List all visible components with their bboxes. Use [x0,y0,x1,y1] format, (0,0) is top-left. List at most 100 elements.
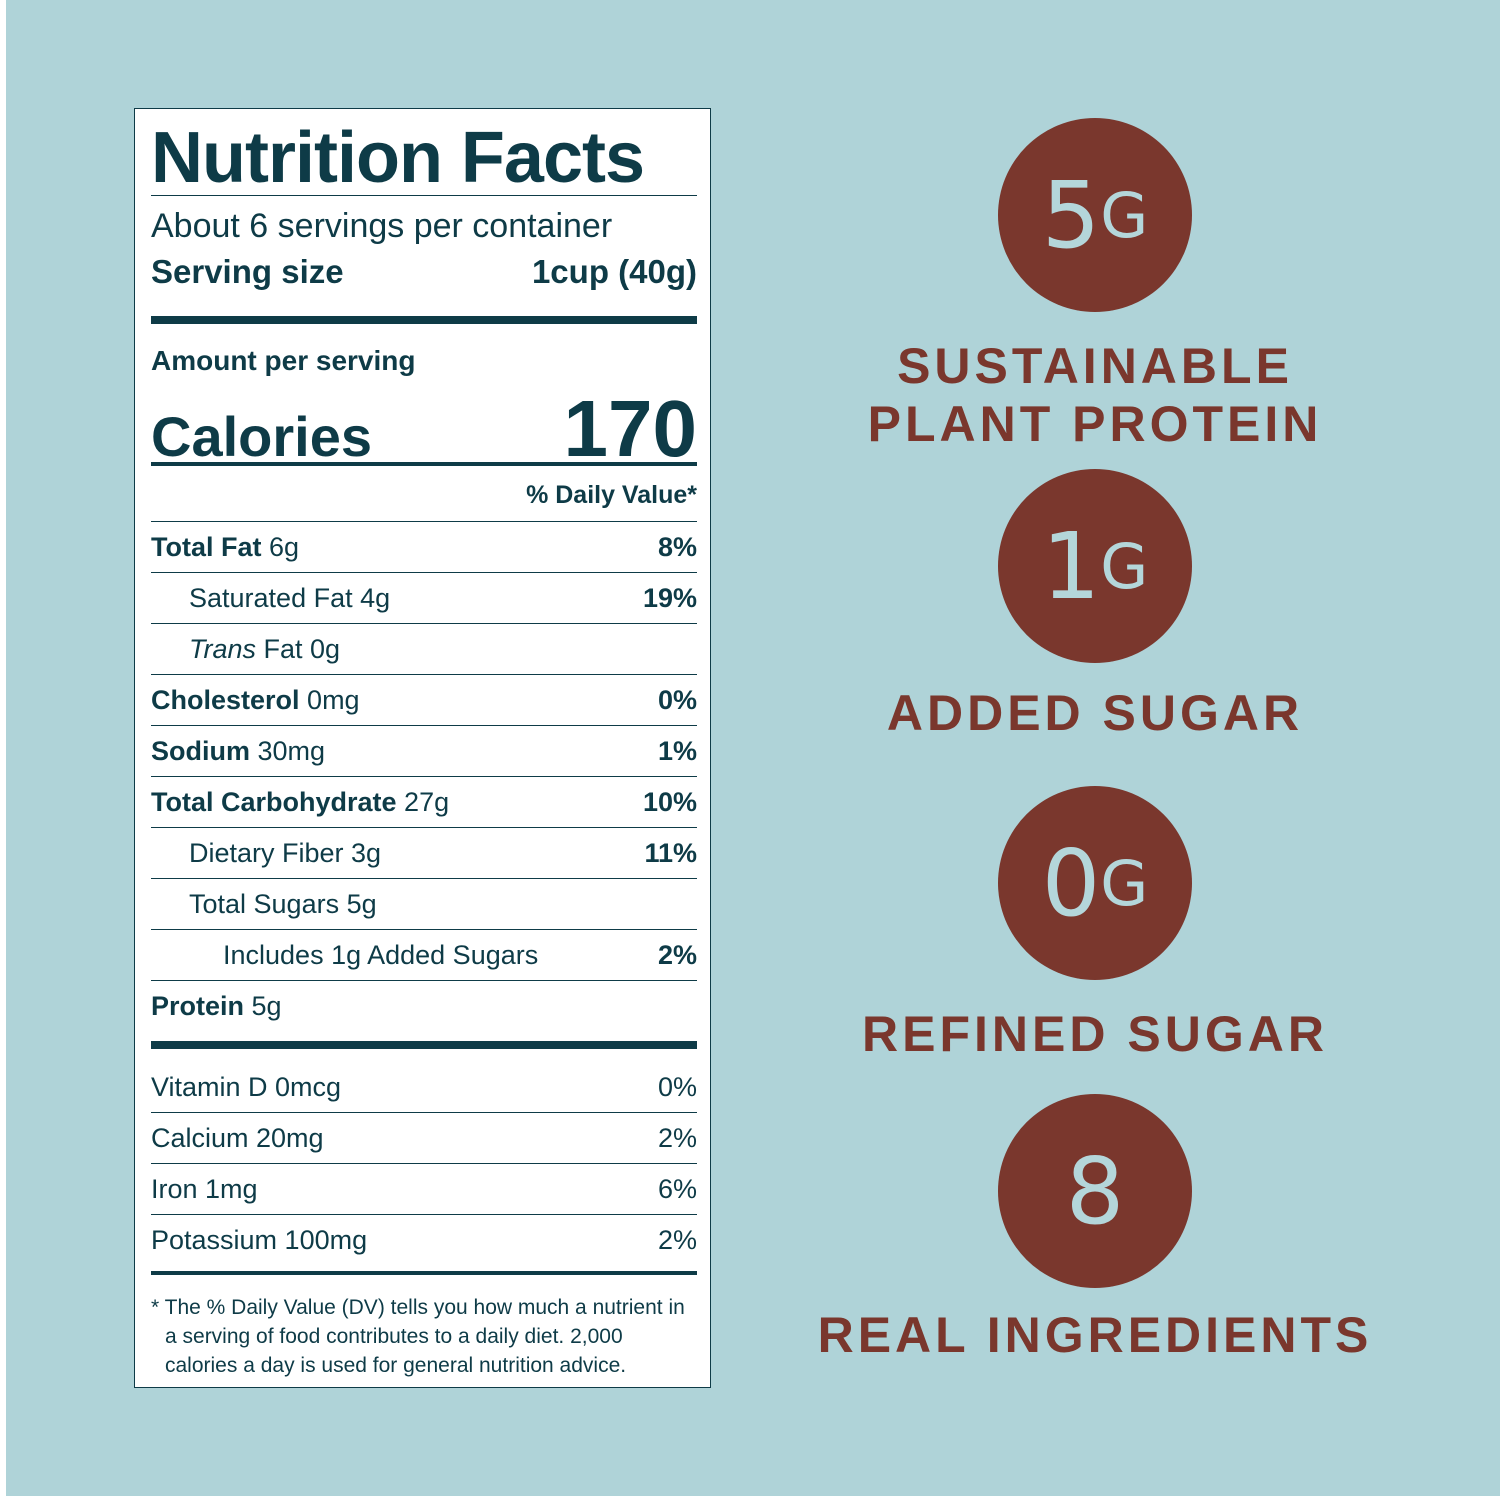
nutrient-name: Total Carbohydrate [151,786,397,817]
badge-number: 0 [1041,829,1101,937]
vitamin-row: Iron 1mg 6% [151,1164,697,1214]
nutrient-name: Cholesterol [151,684,300,715]
badges: 5 G SUSTAINABLE PLANT PROTEIN 1 G ADDED SUGAR 0… [800,0,1390,1500]
nutrient-name-group: Sodium 30mg [151,736,325,767]
row-divider [151,980,697,981]
calories: Calories 170 [151,383,697,475]
badge-unit: G [1100,178,1149,252]
nutrient-row: Includes 1g Added Sugars 2% [151,930,697,980]
badge-caption: REFINED SUGAR [800,1005,1390,1063]
badge-number: 1 [1041,512,1101,620]
nutrient-amount: 0mg [307,684,360,715]
badge-circle: 8 [998,1094,1192,1288]
row-divider [151,623,697,624]
nutrient-name: Total Fat [151,531,262,562]
caption-line: REAL INGREDIENTS [817,1307,1373,1363]
calories-value: 170 [563,384,697,473]
vitamin-dv: 6% [657,1173,697,1204]
nutrition-label: Nutrition Facts About 6 servings per con… [134,108,711,1388]
nutrient-name: Includes 1g Added Sugars [223,939,539,970]
row-divider [151,572,697,573]
caption-line: ADDED SUGAR [886,685,1304,741]
row-divider [151,776,697,777]
vitamin-row: Vitamin D 0mcg 0% [151,1062,697,1112]
amount-per-serving: Amount per serving [151,345,416,376]
caption-line: PLANT PROTEIN [867,396,1323,452]
nutrient-name-group: Dietary Fiber 3g [151,838,381,869]
nutrient-row: Protein 5g [151,981,697,1031]
nutrient-row: Cholesterol 0mg 0% [151,675,697,725]
nutrient-name: Sodium [151,735,250,766]
nutrient-row: Total Fat 6g 8% [151,522,697,572]
nutrient-row: Sodium 30mg 1% [151,726,697,776]
vitamin-name: Calcium 20mg [151,1122,324,1153]
servings: About 6 servings per container [151,207,613,245]
row-divider [151,1163,697,1164]
nutrient-dv: 10% [642,786,697,817]
vitamin-dv: 2% [657,1224,697,1255]
vitamin-name: Iron 1mg [151,1173,258,1204]
row-divider [151,725,697,726]
nutrient-row: Dietary Fiber 3g 11% [151,828,697,878]
nutrient-name-group: Total Sugars 5g [151,889,377,920]
row-divider [151,878,697,879]
badge-caption: SUSTAINABLE PLANT PROTEIN [800,337,1390,453]
calories-label: Calories [151,405,372,468]
nutrient-amount: 5g [251,990,282,1021]
nutrient-name-group: Total Carbohydrate 27g [151,787,449,818]
nutrient-name-group: Total Fat 6g [151,532,299,563]
nutrient-amount: 27g [404,786,450,817]
nutrient-name-group: Trans Fat 0g [151,634,340,665]
nutrient-dv: 11% [644,837,697,868]
nutrient-dv: 8% [657,531,697,562]
nutrient-row: Saturated Fat 4g 19% [151,573,697,623]
nutrient-name-group: Saturated Fat 4g [151,583,390,614]
nutrient-amount: 6g [269,531,300,562]
badge-number: 8 [1065,1137,1125,1245]
badge-unit: G [1100,846,1149,920]
nutrient-row: Trans Fat 0g [151,624,697,674]
nutrient-name: Protein [151,990,245,1021]
serving-size-value: 1cup (40g) [531,253,697,290]
dv-header: % Daily Value* [526,481,697,509]
nutrient-name: Dietary Fiber 3g [189,837,382,868]
vitamin-name: Potassium 100mg [151,1224,368,1255]
nutrient-name-italic: Trans [189,633,257,664]
nutrient-dv: 1% [657,735,697,766]
nutrient-dv: 2% [657,939,697,970]
caption-line: REFINED SUGAR [862,1006,1328,1062]
row-divider [151,827,697,828]
badge-caption: REAL INGREDIENTS [800,1306,1390,1364]
nutrient-row: Total Carbohydrate 27g 10% [151,777,697,827]
badge-number: 5 [1041,161,1101,269]
vitamin-dv: 2% [657,1122,697,1153]
nutrient-name-group: Cholesterol 0mg [151,685,360,716]
serving-size-label: Serving size [151,253,344,290]
badge-unit: G [1100,529,1149,603]
serving-size: Serving size 1cup (40g) [151,247,697,297]
nutrient-dv: 19% [642,582,697,613]
nutrient-name: Saturated Fat 4g [189,582,391,613]
caption-line: SUSTAINABLE [897,338,1293,394]
nutrient-row: Total Sugars 5g [151,879,697,929]
row-divider [151,674,697,675]
vitamin-row: Potassium 100mg 2% [151,1215,697,1265]
vitamin-row: Calcium 20mg 2% [151,1113,697,1163]
nutrient-amount: 30mg [257,735,326,766]
nutrient-name-group: Includes 1g Added Sugars [151,940,538,971]
row-divider [151,1112,697,1113]
row-divider [151,929,697,930]
nutrient-dv: 0% [657,684,697,715]
nutrient-name: Fat 0g [263,633,341,664]
footnote: * The % Daily Value (DV) tells you how m… [151,1296,685,1377]
title: Nutrition Facts [151,118,645,198]
nutrient-name-group: Protein 5g [151,991,282,1022]
badge-caption: ADDED SUGAR [800,684,1390,742]
nutrient-name: Total Sugars 5g [189,888,377,919]
row-divider [151,1214,697,1215]
vitamin-name: Vitamin D 0mcg [151,1071,342,1102]
